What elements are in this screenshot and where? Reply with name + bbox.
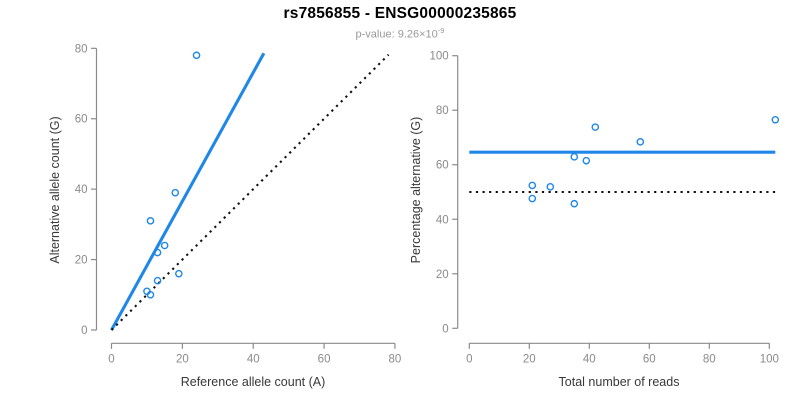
y-tick-label: 100 bbox=[430, 51, 449, 63]
fit-line bbox=[110, 52, 266, 331]
data-point bbox=[171, 188, 180, 197]
p-value-text: p-value: 9.26×10 bbox=[355, 28, 438, 41]
y-tick-label: 80 bbox=[75, 43, 88, 55]
data-point bbox=[570, 199, 579, 208]
y-tick-label: 40 bbox=[75, 184, 88, 196]
figure-header: rs7856855 - ENSG00000235865 p-value: 9.2… bbox=[0, 0, 800, 41]
x-tick-label: 20 bbox=[523, 353, 536, 365]
x-tick-label: 100 bbox=[760, 353, 779, 365]
y-tick-label: 60 bbox=[75, 114, 88, 126]
p-value-exponent: -9 bbox=[437, 26, 445, 35]
data-point bbox=[528, 181, 537, 190]
x-tick-label: 0 bbox=[466, 353, 472, 365]
x-axis-title: Reference allele count (A) bbox=[181, 375, 326, 389]
y-tick-label: 20 bbox=[75, 255, 88, 267]
data-point bbox=[591, 123, 600, 131]
x-tick-label: 40 bbox=[247, 353, 260, 365]
data-point bbox=[175, 269, 183, 278]
y-axis-title: Alternative allele count (G) bbox=[48, 116, 62, 263]
y-axis-title: Percentage alternative (G) bbox=[409, 117, 423, 264]
y-tick-label: 60 bbox=[436, 160, 449, 172]
y-tick-label: 40 bbox=[436, 214, 449, 226]
data-point bbox=[582, 156, 591, 165]
x-tick-label: 20 bbox=[176, 353, 189, 365]
y-tick-label: 20 bbox=[436, 269, 449, 281]
p-value-subtitle: p-value: 9.26×10-9 bbox=[0, 26, 800, 41]
y-tick-label: 0 bbox=[442, 323, 448, 335]
data-point bbox=[153, 248, 162, 257]
x-tick-label: 0 bbox=[108, 353, 114, 365]
data-point bbox=[153, 276, 162, 285]
x-tick-label: 60 bbox=[643, 353, 656, 365]
x-tick-label: 40 bbox=[583, 353, 596, 365]
data-point bbox=[146, 217, 155, 225]
data-point bbox=[636, 138, 645, 146]
data-point bbox=[528, 194, 537, 203]
x-axis-title: Total number of reads bbox=[559, 375, 680, 389]
data-point bbox=[546, 183, 555, 191]
data-point bbox=[192, 51, 201, 60]
data-point bbox=[771, 115, 780, 124]
data-point bbox=[160, 241, 169, 250]
y-tick-label: 0 bbox=[81, 325, 87, 337]
x-tick-label: 80 bbox=[389, 353, 402, 365]
y-tick-label: 80 bbox=[436, 105, 449, 117]
data-point bbox=[146, 290, 155, 299]
x-tick-label: 60 bbox=[318, 353, 331, 365]
figure-title: rs7856855 - ENSG00000235865 bbox=[283, 5, 517, 22]
x-tick-label: 80 bbox=[703, 353, 716, 365]
data-point bbox=[570, 153, 579, 161]
identity-line bbox=[110, 53, 390, 331]
